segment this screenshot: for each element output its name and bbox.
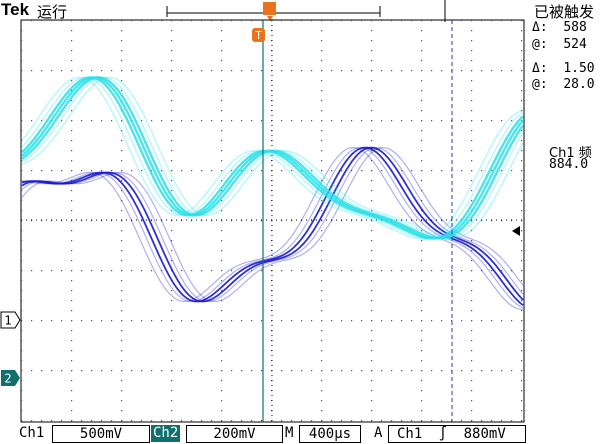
svg-text:T: T	[255, 29, 262, 42]
svg-text:1: 1	[4, 314, 11, 328]
ch1-label[interactable]: Ch1	[19, 425, 45, 441]
trigger-level-icon	[512, 226, 520, 236]
status-bar: Tek 运行 已被触发	[0, 0, 600, 22]
ch2-scale[interactable]: 200mV	[186, 425, 283, 443]
trigger-level: 880mV	[463, 426, 506, 442]
svg-text:2: 2	[4, 372, 11, 386]
waveform-trace	[21, 146, 524, 306]
cursor-delta-time: Δ: 588	[532, 20, 587, 35]
ch2-waveform	[21, 76, 524, 240]
cursor-at-voltage: @: 28.0	[532, 77, 595, 92]
ch1-waveform	[21, 146, 524, 310]
settings-bar: Ch1 500mV Ch2 200mV M 400µs A Ch1 ∫ 880m…	[0, 424, 600, 444]
waveform-trace	[21, 76, 524, 240]
cursor-at-time: @: 524	[532, 37, 587, 52]
trigger-status: 已被触发	[533, 3, 594, 21]
ch2-label[interactable]: Ch2	[151, 425, 181, 442]
trigger-position-icon	[267, 16, 273, 21]
cursor-delta-voltage: Δ: 1.50	[532, 61, 595, 76]
ch1-scale[interactable]: 500mV	[52, 425, 150, 443]
measurement-value: 884.0	[549, 157, 589, 172]
waveform-trace	[21, 76, 524, 240]
waveform-trace	[21, 76, 524, 240]
measurement-label: Ch1 频	[549, 146, 592, 161]
trigger-settings[interactable]: Ch1 ∫ 880mV	[388, 425, 526, 443]
record-position-bar	[166, 0, 446, 22]
trigger-source: Ch1	[397, 426, 423, 442]
waveform-trace	[21, 146, 524, 309]
acquisition-state: 运行	[37, 3, 68, 21]
trigger-point-icon: T	[252, 28, 265, 42]
ch1-ground-marker[interactable]: 1	[0, 311, 21, 329]
ch2-ground-marker[interactable]: 2	[1, 370, 20, 386]
timebase-label: M	[285, 425, 294, 441]
rising-edge-icon: ∫	[438, 426, 448, 442]
trigger-mode: A	[374, 425, 383, 441]
timebase-value[interactable]: 400µs	[299, 425, 361, 443]
waveform-trace	[21, 76, 524, 240]
waveform-trace	[21, 76, 524, 240]
waveform-trace	[21, 146, 524, 303]
brand-logo: Tek	[1, 0, 30, 19]
waveform-trace	[21, 146, 524, 303]
